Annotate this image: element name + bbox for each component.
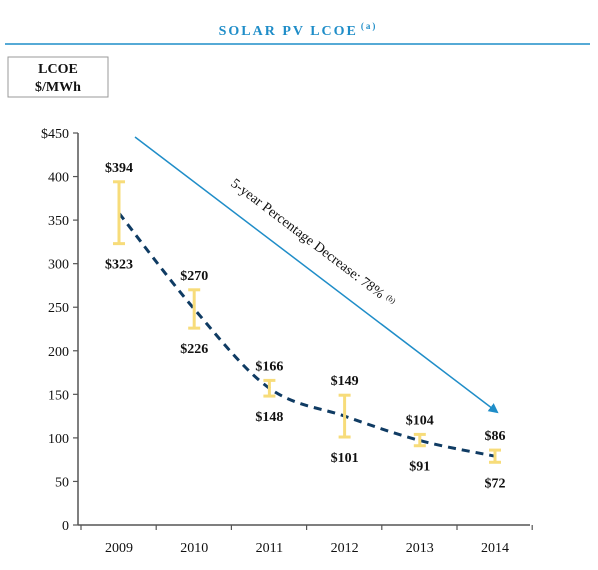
decrease-arrow — [134, 136, 499, 414]
y-axis: 0 50 100 150 200 250 300 350 400 $450 — [41, 127, 79, 534]
unit-label-line2: $/MWh — [35, 80, 81, 95]
unit-label-line1: LCOE — [38, 62, 78, 77]
low-value-label: $226 — [180, 342, 208, 357]
low-value-label: $323 — [105, 258, 133, 273]
high-value-label: $149 — [331, 374, 359, 389]
x-tick-label: 2013 — [406, 541, 434, 556]
x-tick-label: 2010 — [180, 541, 208, 556]
range-bar-2013 — [413, 432, 426, 448]
low-value-label: $91 — [409, 460, 430, 475]
range-bar-2009 — [113, 180, 125, 246]
range-bars — [113, 180, 501, 464]
y-tick-label: $450 — [41, 127, 69, 142]
decrease-annotation: 5-year Percentage Decrease: 78%(b) — [228, 176, 398, 310]
y-tick-label: 400 — [48, 171, 69, 186]
y-tick-label: 100 — [48, 432, 69, 447]
y-tick-label: 300 — [48, 258, 69, 273]
unit-label-box — [7, 56, 109, 98]
high-value-label: $86 — [485, 429, 506, 444]
chart-title: SOLAR PV LCOE (a) — [219, 21, 378, 39]
trend-line — [117, 212, 496, 458]
range-bar-2010 — [188, 288, 201, 330]
low-value-label: $101 — [331, 451, 359, 466]
range-bar-2011 — [263, 378, 276, 398]
chart-title-main: SOLAR PV LCOE — [219, 24, 358, 39]
y-tick-label: 0 — [62, 519, 69, 534]
x-tick-label: 2009 — [105, 541, 133, 556]
high-value-label: $166 — [255, 359, 283, 374]
y-tick-label: 200 — [48, 345, 69, 360]
y-tick-label: 250 — [48, 301, 69, 316]
high-value-label: $394 — [105, 161, 133, 176]
x-axis: 2009 2010 2011 2012 2013 2014 — [78, 524, 533, 556]
high-value-label: $104 — [406, 413, 434, 428]
low-value-label: $72 — [485, 476, 506, 491]
range-bar-2014 — [489, 448, 501, 464]
range-bar-2012 — [338, 393, 351, 439]
x-tick-label: 2011 — [256, 541, 283, 556]
x-tick-label: 2014 — [481, 541, 509, 556]
high-value-label: $270 — [180, 269, 208, 284]
y-tick-label: 150 — [48, 388, 69, 403]
chart-title-superscript: (a) — [361, 21, 378, 31]
data-labels: $394 $323 $270 $226 $166 $148 $149 $101 $104 $91 $… — [105, 161, 506, 491]
y-tick-label: 50 — [55, 475, 69, 490]
decrease-annotation-superscript: (b) — [385, 293, 398, 306]
decrease-annotation-text: 5-year Percentage Decrease: 78% — [228, 176, 387, 302]
y-tick-label: 350 — [48, 214, 69, 229]
x-tick-label: 2012 — [331, 541, 359, 556]
low-value-label: $148 — [255, 410, 283, 425]
